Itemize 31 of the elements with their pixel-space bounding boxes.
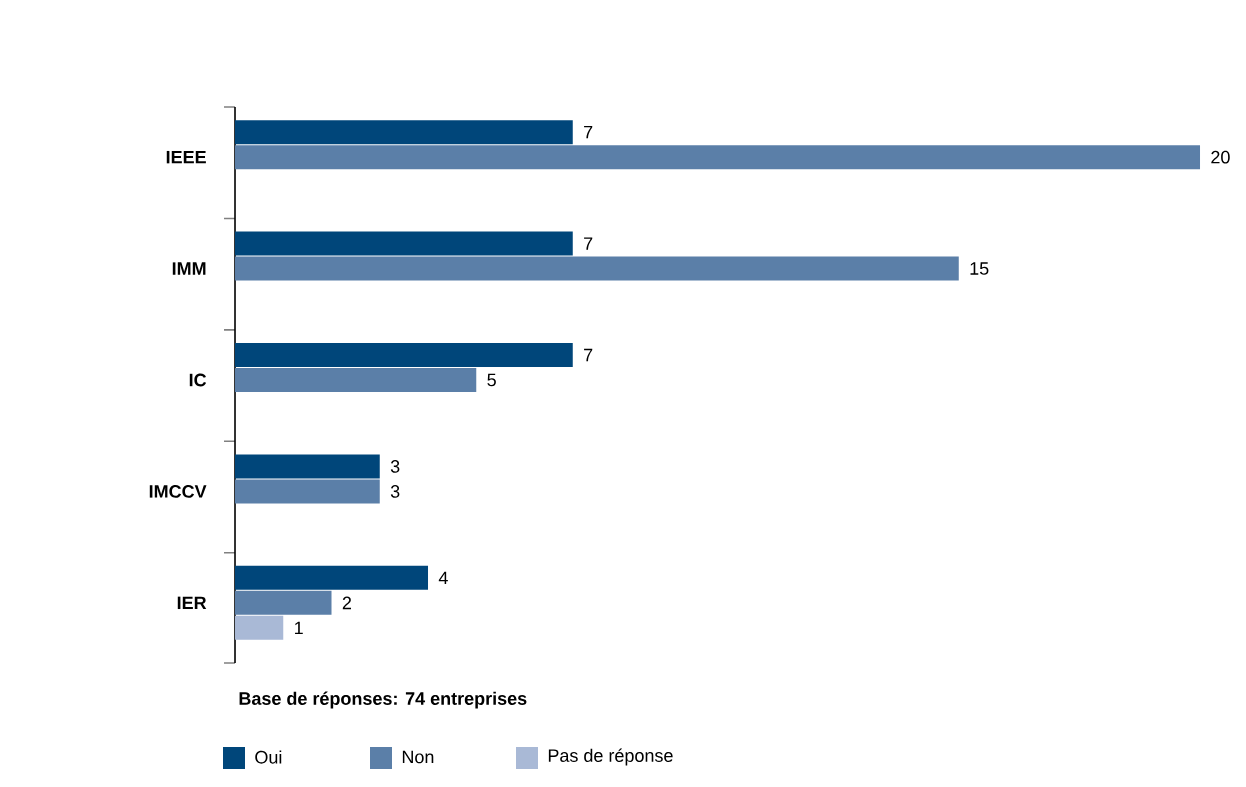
- bar: [235, 256, 959, 281]
- data-label: 7: [584, 237, 593, 250]
- data-label: 4: [438, 571, 448, 585]
- y-tick-label: IEEE: [166, 150, 206, 164]
- bar: [235, 615, 284, 640]
- data-label: 20: [1211, 150, 1230, 164]
- data-label: 7: [584, 348, 593, 362]
- legend-label: Oui: [255, 750, 282, 764]
- y-tick-label: IC: [189, 373, 207, 387]
- data-label: 3: [390, 485, 400, 498]
- legend-label: Non: [402, 750, 434, 764]
- bar: [235, 231, 573, 256]
- text: Base de réponses: 74 entreprises: [239, 691, 527, 709]
- data-label: 2: [342, 596, 351, 610]
- y-tick-label: IMCCV: [149, 485, 207, 498]
- bar: [235, 368, 477, 392]
- bar: [235, 479, 380, 504]
- y-tick-label: IMM: [172, 262, 206, 275]
- data-label: 3: [390, 460, 400, 473]
- y-tick-label: IER: [177, 596, 207, 610]
- data-label: 1: [295, 621, 303, 635]
- data-label: 5: [487, 373, 496, 387]
- data-label: 15: [970, 262, 989, 275]
- bar: [235, 145, 1201, 170]
- data-label: 7: [584, 125, 593, 139]
- legend-label: Pas de réponse: [548, 748, 673, 766]
- bar: [235, 454, 380, 479]
- bar: [235, 590, 332, 615]
- bar: [235, 565, 429, 590]
- bar: [235, 120, 573, 145]
- bar: [235, 343, 573, 367]
